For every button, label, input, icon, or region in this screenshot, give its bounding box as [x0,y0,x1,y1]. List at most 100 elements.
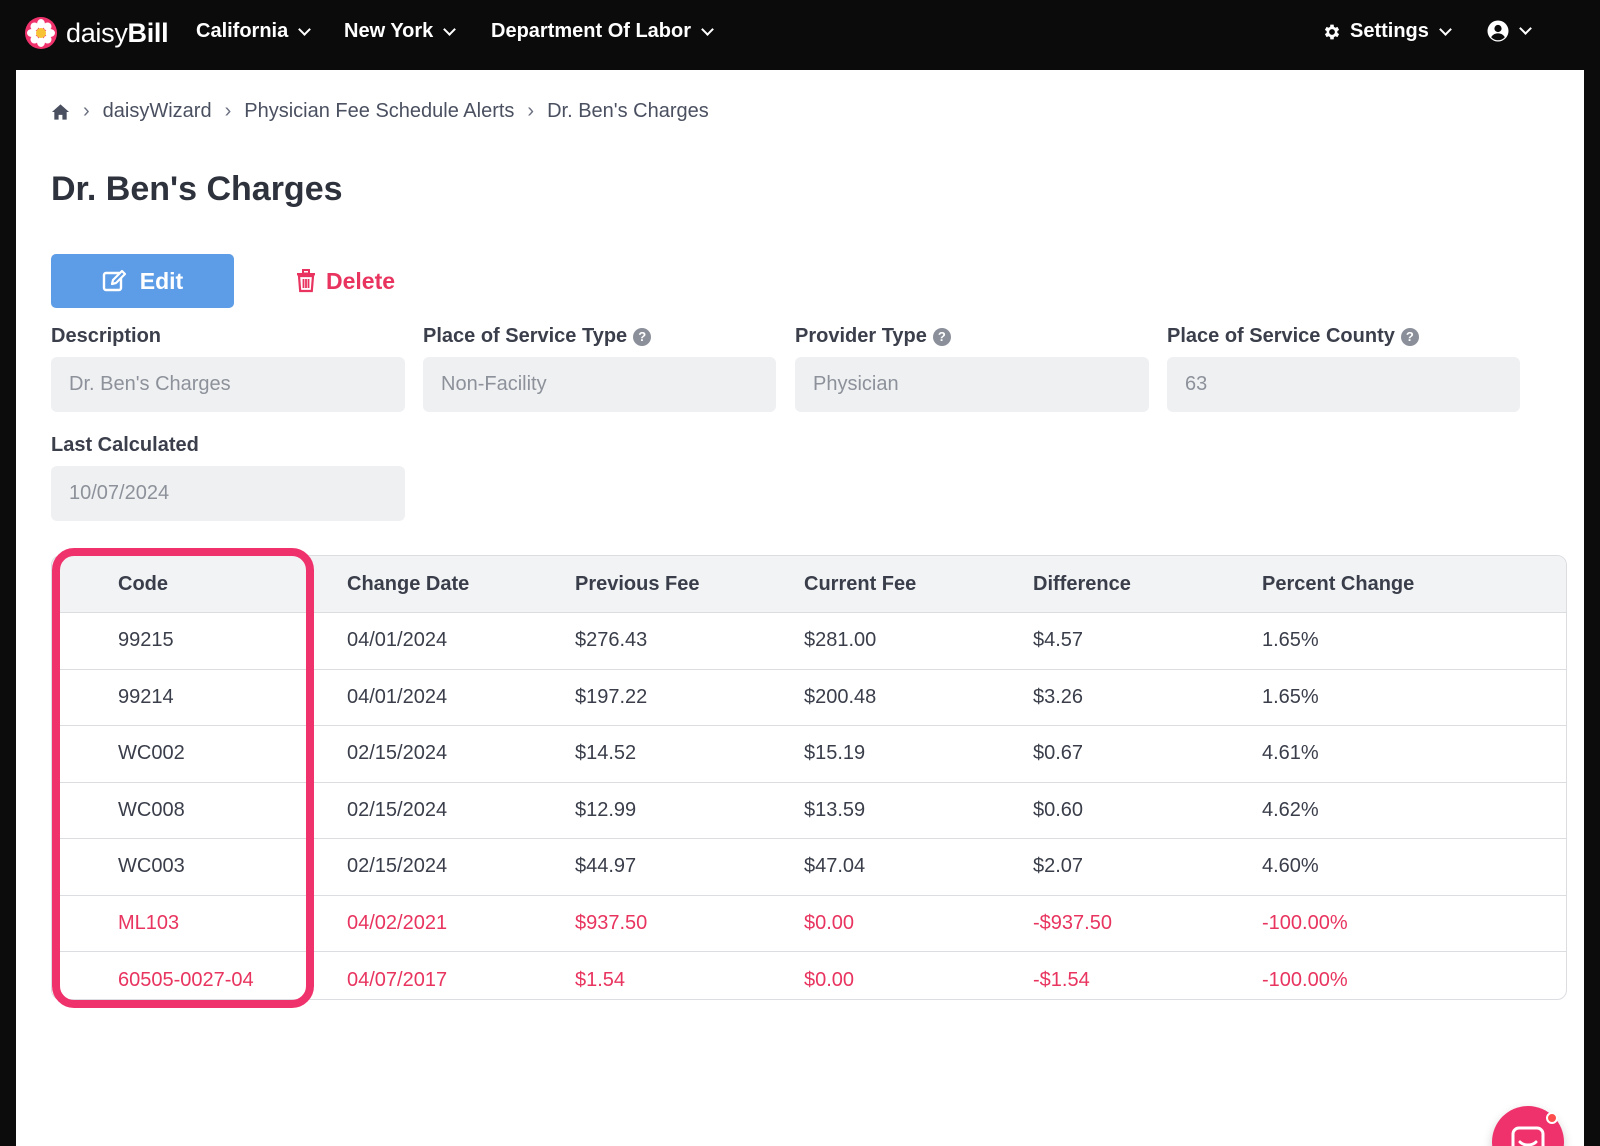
description-field[interactable]: Dr. Ben's Charges [51,357,405,412]
column-header-percent-change[interactable]: Percent Change [1262,572,1415,595]
top-navbar: daisyBill California New York Department… [0,0,1600,70]
field-value: Dr. Ben's Charges [69,373,231,395]
cell-change-date: 04/01/2024 [347,629,448,652]
gear-icon [1324,24,1340,39]
field-value: Physician [813,373,899,395]
breadcrumb-fee-schedule-alerts[interactable]: Physician Fee Schedule Alerts [244,100,515,122]
breadcrumb-current: Dr. Ben's Charges [547,100,709,122]
main-content: › daisyWizard › Physician Fee Schedule A… [16,70,1584,1146]
cell-percent-change: -100.00% [1262,911,1348,934]
place-of-service-county-field[interactable]: 63 [1167,357,1520,412]
daisy-logo-icon [25,17,57,49]
cell-current-fee: $13.59 [804,798,866,821]
cell-previous-fee: $197.22 [575,685,648,708]
cell-code: 99214 [118,685,174,708]
provider-type-label: Provider Type ? [795,325,951,348]
column-header-current-fee[interactable]: Current Fee [804,572,917,595]
table-row: ML103 04/02/2021 $937.50 $0.00 -$937.50 -100.… [52,896,1566,952]
cell-current-fee: $281.00 [804,629,877,652]
cell-change-date: 04/01/2024 [347,685,448,708]
cell-change-date: 02/15/2024 [347,798,448,821]
cell-code: ML103 [118,911,180,934]
table-row: WC008 02/15/2024 $12.99 $13.59 $0.60 4.62% [52,783,1566,839]
cell-change-date: 02/15/2024 [347,855,448,878]
cell-previous-fee: $1.54 [575,968,626,991]
chevron-down-icon [1439,22,1452,36]
label-text: Provider Type [795,325,927,347]
cell-code: WC008 [118,798,185,821]
breadcrumb: › daisyWizard › Physician Fee Schedule A… [51,100,709,123]
label-text: Description [51,325,162,347]
cell-change-date: 04/02/2021 [347,911,448,934]
cell-previous-fee: $14.52 [575,742,637,765]
notification-dot [1546,1112,1558,1124]
edit-icon [102,269,126,292]
cell-previous-fee: $937.50 [575,911,648,934]
table-row: WC002 02/15/2024 $14.52 $15.19 $0.67 4.61% [52,726,1566,783]
nav-california[interactable]: California [196,20,312,43]
chevron-down-icon [1519,22,1532,35]
cell-previous-fee: $276.43 [575,629,648,652]
place-of-service-type-label: Place of Service Type ? [423,325,652,348]
user-menu[interactable] [1487,20,1532,42]
column-header-code[interactable]: Code [118,572,168,595]
cell-current-fee: $15.19 [804,742,866,765]
last-calculated-label: Last Calculated [51,434,199,457]
fee-changes-table: Code Change Date Previous Fee Current Fe… [51,555,1567,1000]
home-icon[interactable] [51,103,70,121]
cell-current-fee: $0.00 [804,911,855,934]
chat-launcher-button[interactable] [1492,1106,1564,1146]
cell-percent-change: 4.60% [1262,855,1319,878]
place-of-service-county-label: Place of Service County ? [1167,325,1419,348]
cell-previous-fee: $12.99 [575,798,637,821]
help-icon[interactable]: ? [932,327,951,346]
provider-type-field[interactable]: Physician [795,357,1149,412]
cell-difference: $2.07 [1033,855,1084,878]
column-header-previous-fee[interactable]: Previous Fee [575,572,700,595]
breadcrumb-daisywizard[interactable]: daisyWizard [102,100,212,122]
cell-difference: $0.60 [1033,798,1084,821]
help-icon[interactable]: ? [633,327,652,346]
last-calculated-field: 10/07/2024 [51,466,405,521]
label-text: Last Calculated [51,434,199,456]
delete-label: Delete [326,267,396,294]
logo-text: daisyBill [66,17,169,48]
edit-button[interactable]: Edit [51,254,234,308]
chevron-down-icon [701,22,714,36]
table-row: WC003 02/15/2024 $44.97 $47.04 $2.07 4.60% [52,839,1566,896]
cell-previous-fee: $44.97 [575,855,637,878]
logo[interactable]: daisyBill [24,16,169,50]
field-value: 10/07/2024 [69,482,170,504]
cell-percent-change: 4.61% [1262,742,1319,765]
place-of-service-type-field[interactable]: Non-Facility [423,357,776,412]
field-value: Non-Facility [441,373,547,395]
cell-code: WC002 [118,742,185,765]
column-header-change-date[interactable]: Change Date [347,572,470,595]
nav-new-york[interactable]: New York [344,20,457,43]
settings-menu[interactable]: Settings [1322,20,1452,43]
cell-percent-change: 1.65% [1262,685,1319,708]
table-body: 99215 04/01/2024 $276.43 $281.00 $4.57 1.65% 9… [52,613,1566,999]
edit-label: Edit [139,267,184,294]
cell-percent-change: 4.62% [1262,798,1319,821]
table-row: 99214 04/01/2024 $197.22 $200.48 $3.26 1.65% [52,670,1566,726]
help-icon[interactable]: ? [1400,327,1419,346]
label-text: Place of Service County [1167,325,1395,347]
chevron-right-icon: › [224,100,232,122]
chevron-down-icon [298,22,312,36]
field-value: 63 [1185,373,1208,395]
table-row: 60505-0027-04 04/07/2017 $1.54 $0.00 -$1.54 -… [52,952,1566,999]
description-label: Description [51,325,161,348]
cell-code: 60505-0027-04 [118,968,254,991]
cell-current-fee: $47.04 [804,855,866,878]
chat-icon [1511,1126,1545,1146]
cell-current-fee: $200.48 [804,685,877,708]
cell-code: WC003 [118,855,185,878]
cell-percent-change: 1.65% [1262,629,1319,652]
cell-percent-change: -100.00% [1262,968,1348,991]
delete-button[interactable]: Delete [296,260,395,302]
chevron-down-icon [443,22,457,36]
column-header-difference[interactable]: Difference [1033,572,1131,595]
settings-label: Settings [1350,20,1429,42]
nav-department-of-labor[interactable]: Department Of Labor [491,20,714,43]
